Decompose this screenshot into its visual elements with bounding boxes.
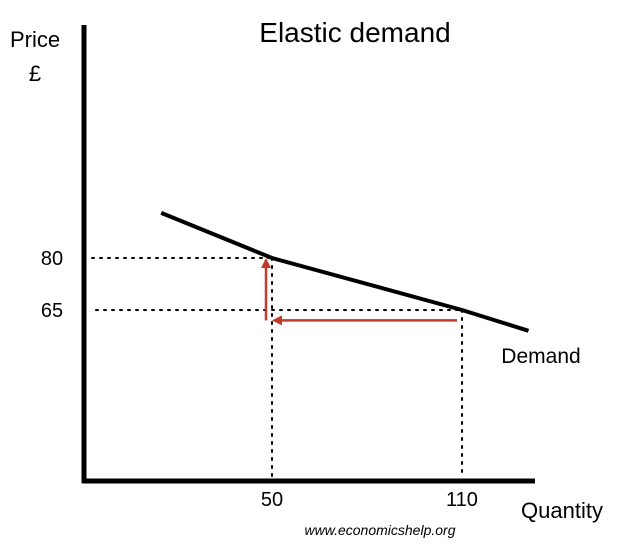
y-tick-label-80: 80: [41, 248, 63, 270]
x-axis-label: Quantity: [521, 498, 603, 523]
y-axis-label: Price: [10, 27, 60, 52]
x-tick-label-50: 50: [261, 489, 283, 511]
y-tick-label-65: 65: [41, 300, 63, 322]
x-tick-label-110: 110: [446, 489, 478, 511]
chart-title: Elastic demand: [259, 17, 450, 48]
source-watermark: www.economicshelp.org: [305, 522, 456, 538]
demand-series-label: Demand: [501, 345, 580, 368]
y-axis-unit: £: [29, 61, 41, 86]
demand-curve: [160, 211, 530, 333]
